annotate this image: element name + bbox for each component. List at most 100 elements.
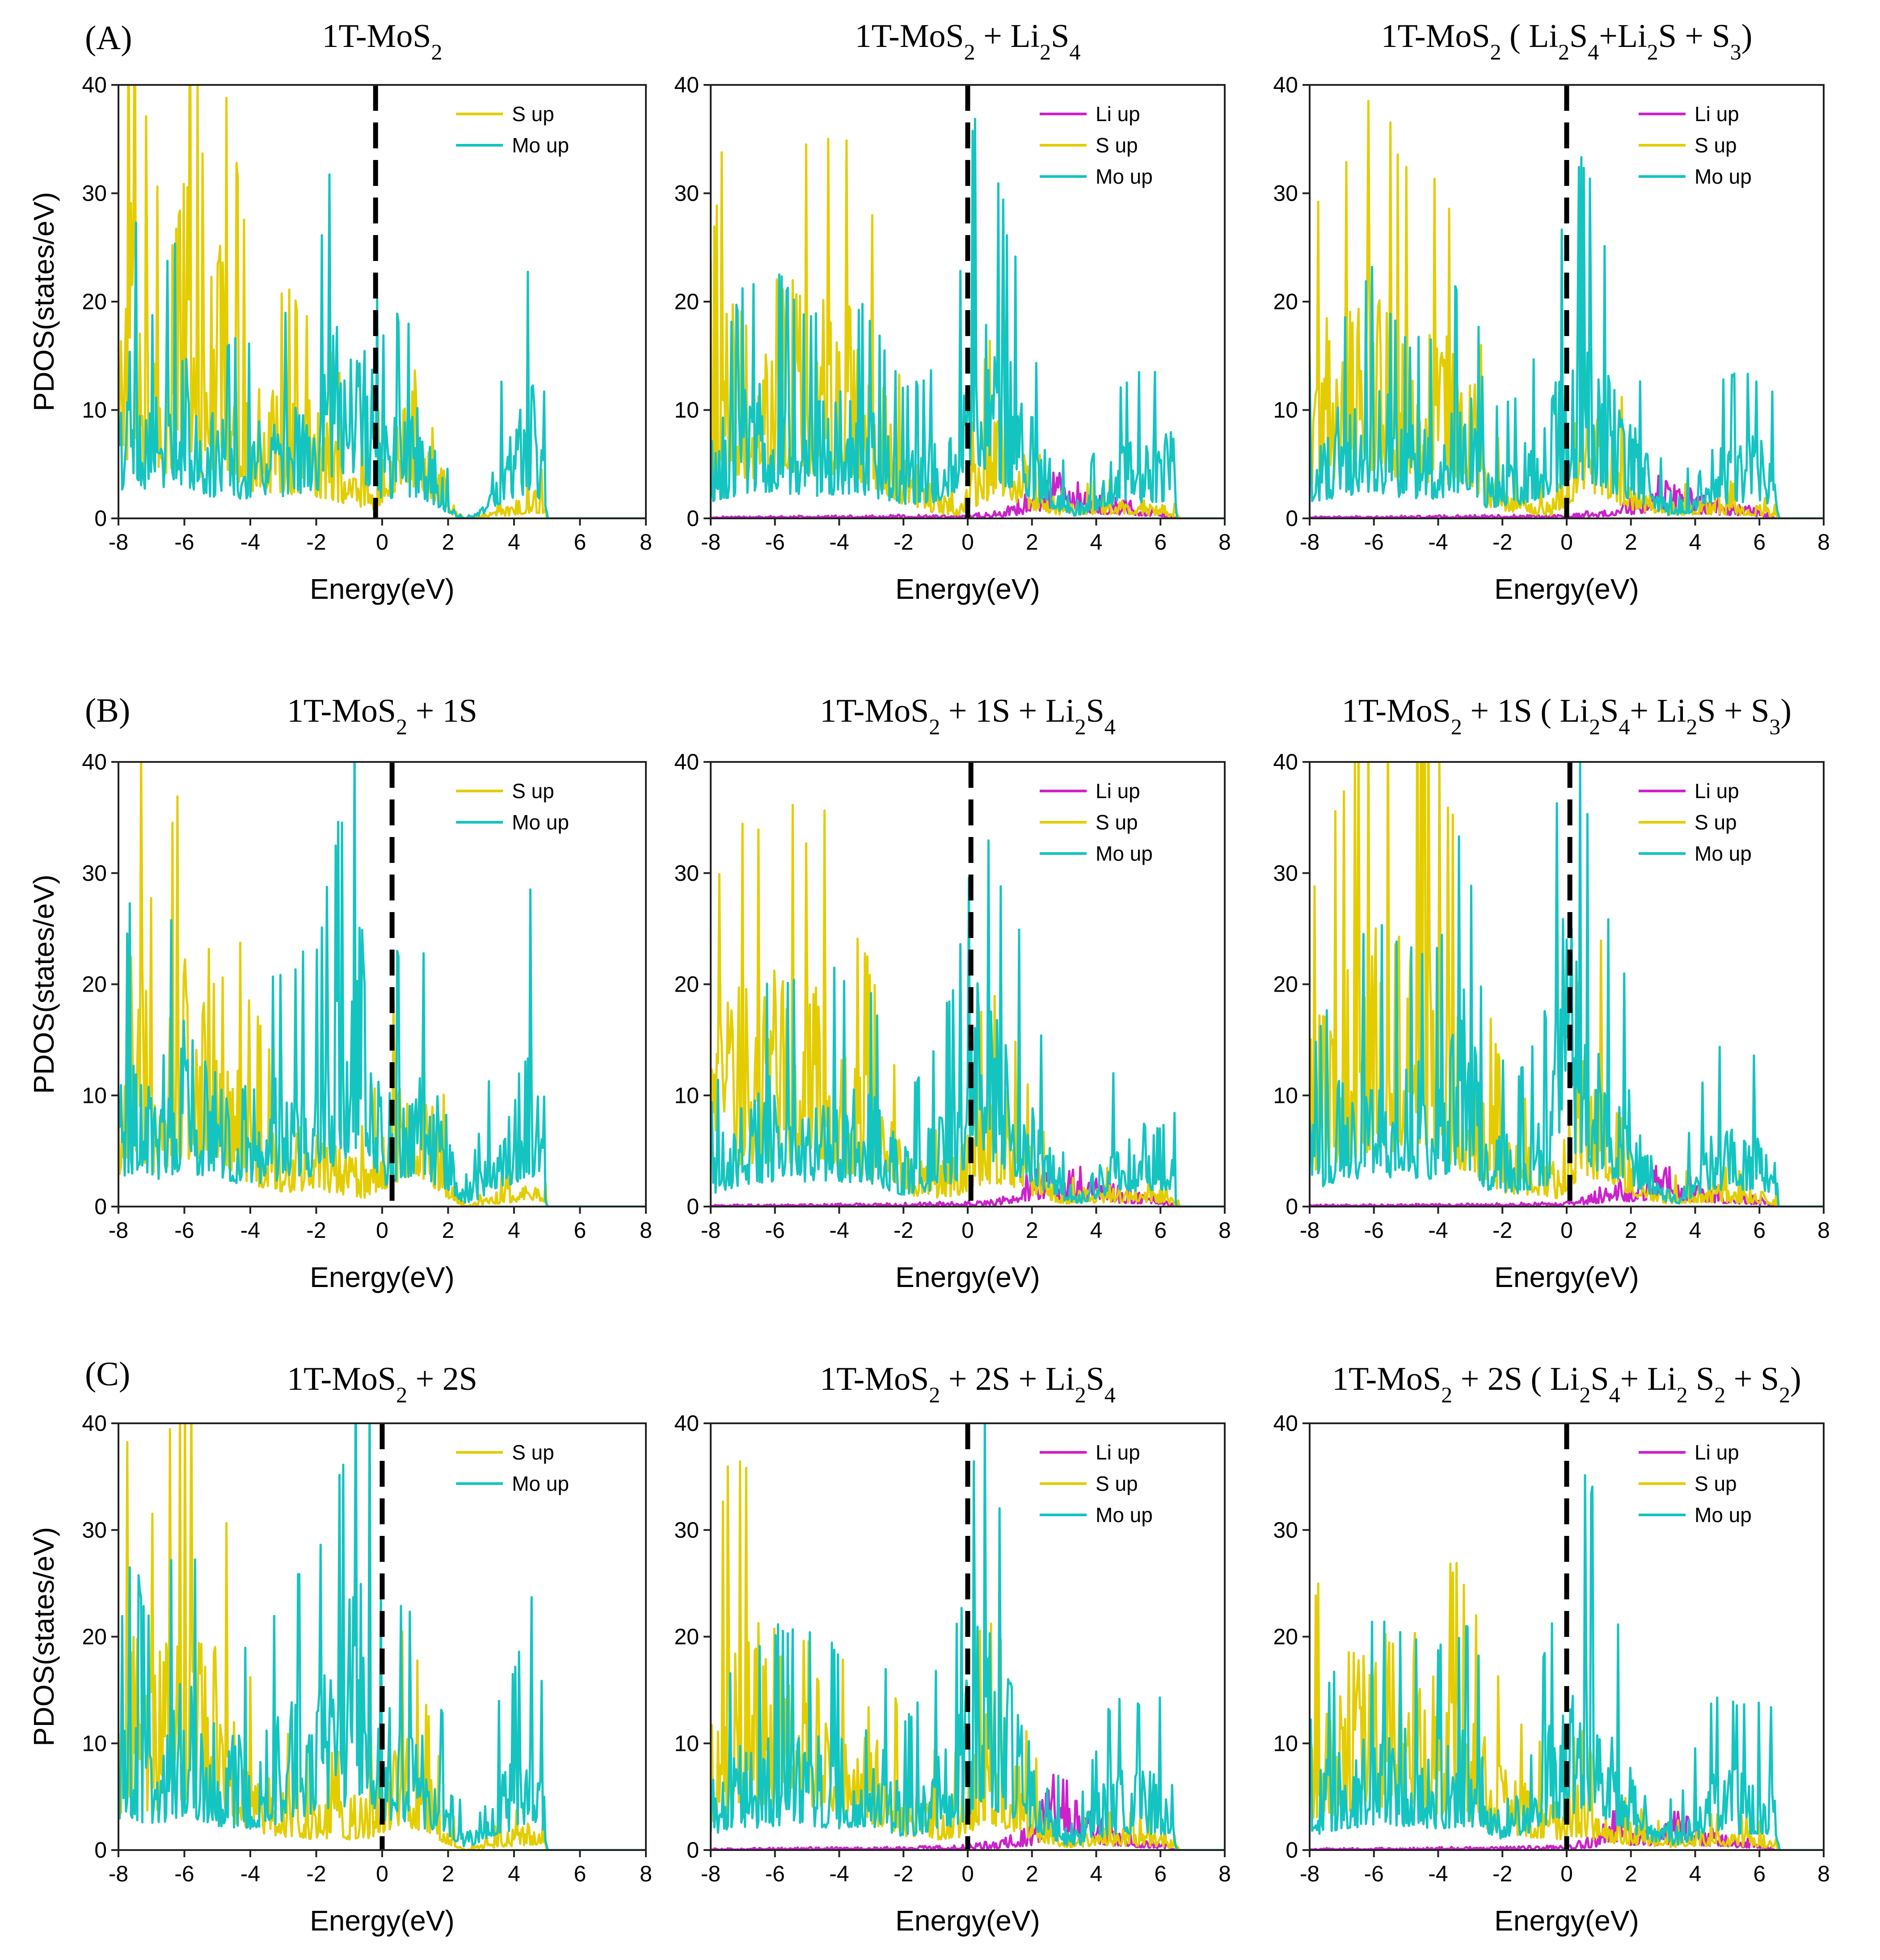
x-tick-label: -8 xyxy=(701,1218,721,1243)
y-tick-label: 10 xyxy=(674,1083,699,1108)
x-tick-label: 0 xyxy=(1560,1218,1573,1243)
legend-label-s: S up xyxy=(1695,134,1737,157)
y-tick-label: 0 xyxy=(1286,1838,1298,1863)
x-tick-label: 6 xyxy=(574,1218,586,1243)
y-tick-label: 0 xyxy=(94,1838,107,1863)
series-group xyxy=(118,762,646,1207)
x-tick-label: -6 xyxy=(765,1218,785,1243)
y-tick-label: 40 xyxy=(1273,1411,1298,1436)
panel-title: 1T-MoS2 ( Li2S4+Li2S + S3) xyxy=(1381,18,1753,64)
legend-label-s: S up xyxy=(1096,1472,1138,1495)
x-tick-label: -8 xyxy=(109,1861,128,1886)
panel-title: 1T-MoS2 + Li2S4 xyxy=(855,18,1081,64)
x-tick-label: -4 xyxy=(1428,1861,1448,1886)
x-tick-label: 6 xyxy=(574,530,586,555)
x-tick-label: 2 xyxy=(1625,530,1637,555)
y-tick-label: 40 xyxy=(674,749,699,774)
x-tick-label: -6 xyxy=(174,530,194,555)
x-tick-label: 0 xyxy=(376,530,388,555)
y-tick-label: 40 xyxy=(674,72,699,97)
x-tick-label: 8 xyxy=(640,530,652,555)
x-axis-label: Energy(eV) xyxy=(895,573,1040,605)
x-tick-label: -2 xyxy=(306,1218,326,1243)
legend-label-s: S up xyxy=(1096,134,1138,157)
panel-title: 1T-MoS2 + 2S + Li2S4 xyxy=(820,1361,1116,1407)
x-tick-label: -6 xyxy=(174,1861,194,1886)
y-tick-label: 30 xyxy=(674,1518,699,1543)
legend-label-mo: Mo up xyxy=(512,134,569,157)
y-tick-label: 10 xyxy=(1273,1083,1298,1108)
x-tick-label: -8 xyxy=(1300,1861,1319,1886)
x-tick-label: -6 xyxy=(1364,530,1384,555)
x-tick-label: -8 xyxy=(701,530,721,555)
y-tick-label: 30 xyxy=(1273,861,1298,886)
x-tick-label: 4 xyxy=(1090,1861,1103,1886)
x-tick-label: -8 xyxy=(701,1861,721,1886)
y-tick-label: 10 xyxy=(82,1731,107,1756)
y-tick-label: 0 xyxy=(687,1838,699,1863)
y-tick-label: 30 xyxy=(82,861,107,886)
x-tick-label: -6 xyxy=(1364,1218,1384,1243)
y-tick-label: 0 xyxy=(94,506,107,531)
x-tick-label: 0 xyxy=(961,530,974,555)
series-group xyxy=(118,85,646,518)
x-tick-label: -6 xyxy=(1364,1861,1384,1886)
x-tick-label: 4 xyxy=(508,1218,520,1243)
x-tick-label: 6 xyxy=(1154,1218,1167,1243)
series-mo-line xyxy=(1310,762,1824,1207)
x-axis-label: Energy(eV) xyxy=(1494,1261,1639,1293)
x-tick-label: 0 xyxy=(1560,1861,1573,1886)
x-tick-label: -6 xyxy=(765,530,785,555)
y-tick-label: 40 xyxy=(82,72,107,97)
x-tick-label: 0 xyxy=(961,1218,974,1243)
x-tick-label: -4 xyxy=(240,1861,260,1886)
x-tick-label: -4 xyxy=(829,530,849,555)
x-axis-label: Energy(eV) xyxy=(310,1905,455,1937)
x-tick-label: 8 xyxy=(1218,1861,1231,1886)
y-tick-label: 20 xyxy=(1273,289,1298,314)
y-axis-label: PDOS(states/eV) xyxy=(28,192,60,412)
y-tick-label: 30 xyxy=(1273,181,1298,206)
y-tick-label: 0 xyxy=(687,506,699,531)
legend-label-s: S up xyxy=(1695,1472,1737,1495)
y-tick-label: 20 xyxy=(1273,972,1298,997)
x-tick-label: 6 xyxy=(1154,1861,1167,1886)
series-s-line xyxy=(118,762,646,1207)
x-axis-label: Energy(eV) xyxy=(310,1261,455,1293)
x-tick-label: 0 xyxy=(376,1861,388,1886)
pdos-panel-6: 1T-MoS2 + 1S ( Li2S4+ Li2S + S3) -8 -6 -4 -2… xyxy=(1273,693,1830,1293)
series-mo-line xyxy=(711,839,1225,1207)
x-tick-label: -6 xyxy=(765,1861,785,1886)
y-axis-label: PDOS(states/eV) xyxy=(28,875,60,1094)
x-tick-label: 8 xyxy=(1218,530,1231,555)
pdos-panel-5: 1T-MoS2 + 1S + Li2S4 -8 -6 -4 -2 0 2 4 6 8 0 10 20 30… xyxy=(674,693,1231,1293)
x-axis-label: Energy(eV) xyxy=(1494,573,1639,605)
x-tick-label: 4 xyxy=(1689,1861,1702,1886)
legend-label-li: Li up xyxy=(1695,1441,1739,1464)
x-tick-label: -2 xyxy=(306,530,326,555)
legend-label-s: S up xyxy=(512,779,554,803)
x-tick-label: 2 xyxy=(1026,1218,1038,1243)
y-tick-label: 10 xyxy=(1273,398,1298,423)
pdos-panel-8: 1T-MoS2 + 2S + Li2S4 -8 -6 -4 -2 0 2 4 6 8 0 10 20 30… xyxy=(674,1361,1231,1937)
pdos-panel-9: 1T-MoS2 + 2S ( Li2S4+ Li2 S2 + S2) -8 -6 -4… xyxy=(1273,1361,1830,1937)
y-tick-label: 40 xyxy=(674,1411,699,1436)
legend-label-s: S up xyxy=(1695,811,1737,834)
y-tick-label: 20 xyxy=(1273,1624,1298,1649)
panel-title: 1T-MoS2 + 2S ( Li2S4+ Li2 S2 + S2) xyxy=(1332,1361,1801,1407)
y-tick-label: 10 xyxy=(82,398,107,423)
panel-title: 1T-MoS2 xyxy=(322,18,442,64)
x-tick-label: 0 xyxy=(961,1861,974,1886)
x-tick-label: 2 xyxy=(1625,1218,1637,1243)
x-tick-label: -2 xyxy=(1492,1861,1512,1886)
x-tick-label: 0 xyxy=(376,1218,388,1243)
legend-label-mo: Mo up xyxy=(1695,165,1752,188)
x-tick-label: 4 xyxy=(1689,1218,1702,1243)
y-tick-label: 0 xyxy=(94,1194,107,1219)
y-tick-label: 30 xyxy=(82,1518,107,1543)
legend-label-mo: Mo up xyxy=(512,1472,569,1495)
pdos-panel-1: 1T-MoS2 -8 -6 -4 -2 0 2 4 6 8 0 10 20 30 40 Energy(eV) P… xyxy=(28,18,652,605)
y-tick-label: 10 xyxy=(1273,1731,1298,1756)
pdos-panel-2: 1T-MoS2 + Li2S4 -8 -6 -4 -2 0 2 4 6 8 0 10 20 30 40 Ene… xyxy=(674,18,1231,605)
panel-title: 1T-MoS2 + 1S xyxy=(287,693,477,739)
